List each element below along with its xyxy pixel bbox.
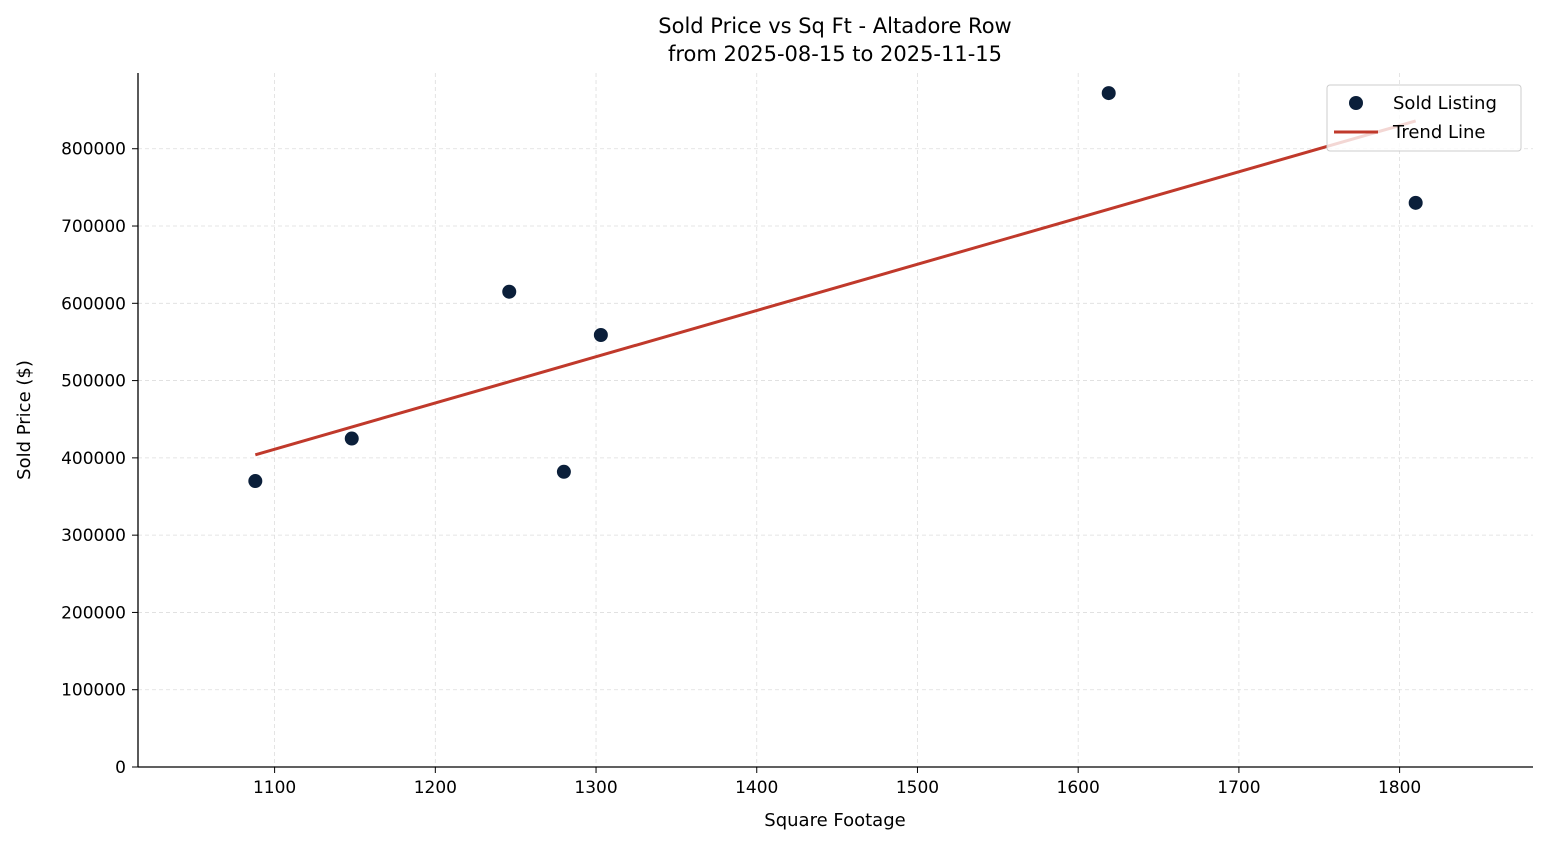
- data-point-sold-listing: [343, 430, 360, 447]
- x-tick-label: 1800: [1378, 778, 1421, 798]
- data-point-sold-listing: [501, 283, 518, 300]
- grid: [138, 73, 1533, 768]
- x-tick-label: 1100: [253, 778, 296, 798]
- y-tick-label: 800000: [61, 140, 126, 160]
- x-tick-label: 1300: [574, 778, 617, 798]
- data-point-sold-listing: [555, 463, 572, 480]
- y-tick-label: 0: [115, 758, 126, 778]
- legend-box: [1326, 84, 1522, 152]
- y-tick-label: 700000: [61, 217, 126, 237]
- y-tick-label: 400000: [61, 449, 126, 469]
- x-tick-label: 1500: [896, 778, 939, 798]
- data-marks: [247, 85, 1424, 490]
- y-tick-label: 300000: [61, 526, 126, 546]
- legend-label-sold-listing: Sold Listing: [1393, 93, 1497, 114]
- data-point-sold-listing: [1100, 85, 1117, 102]
- legend-label-trend-line: Trend Line: [1392, 122, 1486, 143]
- data-point-sold-listing: [1407, 194, 1424, 211]
- x-tick-label: 1700: [1217, 778, 1260, 798]
- x-axis-label: Square Footage: [764, 810, 905, 831]
- x-tick-label: 1200: [414, 778, 457, 798]
- chart-title: Sold Price vs Sq Ft - Altadore Row: [658, 14, 1011, 38]
- y-axis-label: Sold Price ($): [14, 360, 35, 480]
- x-tick-label: 1400: [735, 778, 778, 798]
- data-point-sold-listing: [247, 473, 264, 490]
- legend: Sold Listing Trend Line: [1326, 84, 1522, 152]
- x-tick-label: 1600: [1057, 778, 1100, 798]
- y-tick-label: 200000: [61, 603, 126, 623]
- trend-line: [254, 119, 1417, 457]
- chart-subtitle: from 2025-08-15 to 2025-11-15: [668, 42, 1002, 66]
- y-tick-label: 600000: [61, 294, 126, 314]
- data-point-sold-listing: [592, 326, 609, 343]
- axis-ticks: 1100 1200 1300 1400 1500 1600 1700 1800 0 100000 2…: [61, 140, 1421, 798]
- y-tick-label: 500000: [61, 372, 126, 392]
- y-tick-label: 100000: [61, 681, 126, 701]
- legend-marker-sold-listing: [1349, 96, 1363, 110]
